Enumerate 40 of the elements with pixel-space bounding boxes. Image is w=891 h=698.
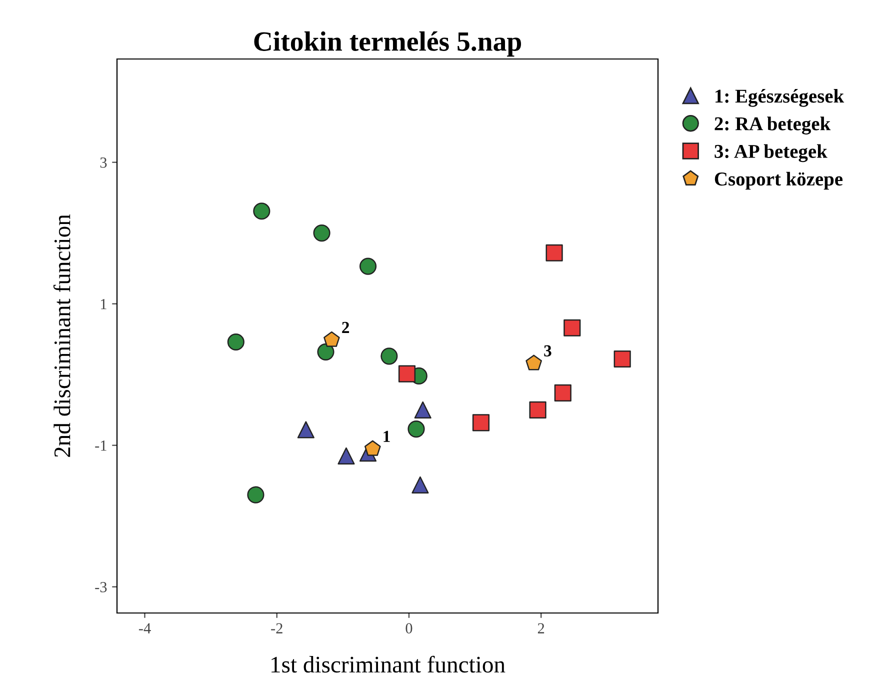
x-tick-label: -4: [138, 623, 151, 634]
y-tick-label: -1: [95, 440, 106, 451]
annotation: 1: [384, 430, 390, 442]
chart-title: Citokin termelés 5.nap: [254, 31, 522, 57]
point: [297, 421, 314, 438]
point: [380, 348, 398, 365]
annotation: 3: [544, 345, 552, 356]
point: [364, 440, 381, 456]
point: [529, 401, 546, 418]
y-tick-label: 1: [100, 299, 106, 310]
point: [614, 350, 631, 368]
annotation: 2: [342, 322, 350, 333]
point: [253, 202, 270, 220]
x-tick-label: 2: [538, 623, 544, 634]
point: [546, 244, 563, 262]
point: [324, 331, 340, 347]
legend-label: 3: AP betegek: [714, 144, 828, 162]
point: [414, 401, 432, 418]
point: [227, 333, 244, 351]
point: [359, 258, 377, 275]
point: [408, 420, 425, 438]
point: [472, 414, 490, 432]
x-axis-title: 1st discriminant function: [272, 656, 506, 673]
y-tick-label: 3: [100, 157, 107, 168]
point: [338, 447, 355, 464]
legend-label: Csoport közepe: [714, 172, 843, 190]
y-axis-title: 2nd discriminant function: [53, 214, 70, 457]
point: [317, 343, 334, 360]
y-tick-label: -3: [95, 582, 107, 592]
legend-label: 1: Egészségesek: [716, 89, 844, 107]
x-tick-label: 0: [406, 623, 412, 634]
point: [247, 486, 264, 504]
point: [398, 365, 416, 382]
point: [554, 384, 572, 402]
legend-label: 2: RA betegek: [714, 116, 831, 134]
point: [313, 224, 330, 242]
point: [412, 476, 429, 494]
x-tick-label: -2: [271, 623, 282, 634]
point: [564, 319, 581, 336]
point: [526, 354, 542, 370]
